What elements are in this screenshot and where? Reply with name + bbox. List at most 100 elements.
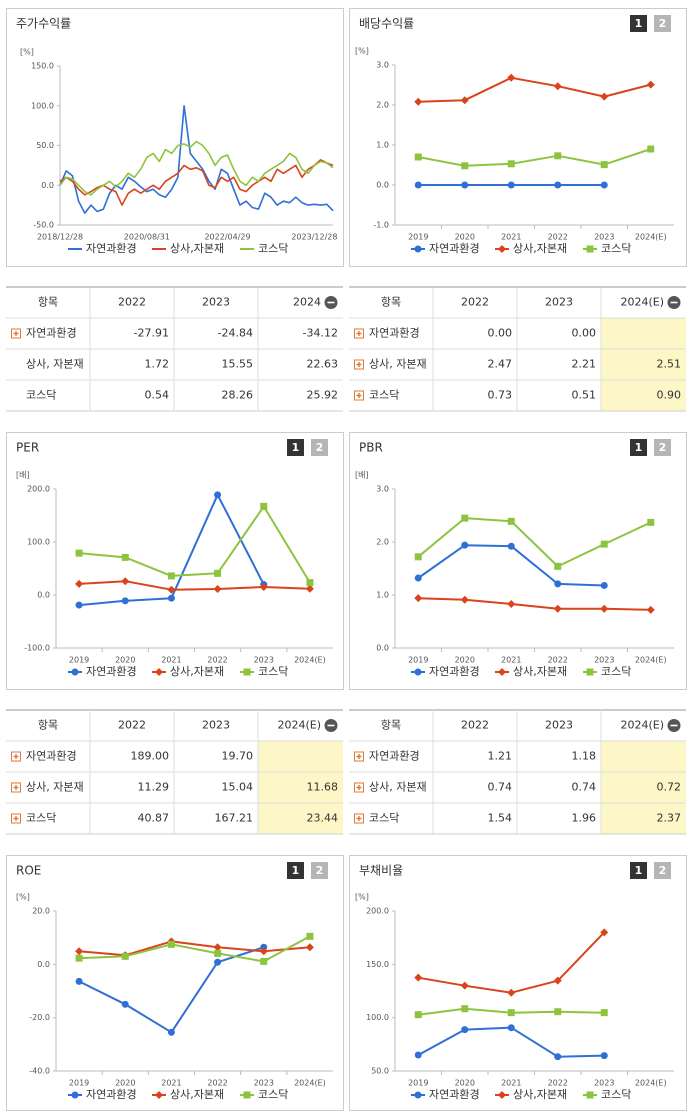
legend-label: 자연과환경 bbox=[86, 665, 137, 678]
data-point bbox=[600, 161, 608, 169]
value-cell: 0.74 bbox=[572, 781, 597, 794]
tab-button[interactable] bbox=[654, 15, 671, 32]
tab-button-label[interactable]: 1 bbox=[635, 864, 643, 877]
value-cell: 2.21 bbox=[572, 358, 597, 371]
tab-button-label[interactable]: 2 bbox=[659, 441, 667, 454]
data-point bbox=[260, 502, 268, 510]
expand-icon-plus[interactable] bbox=[13, 816, 19, 821]
data-point bbox=[414, 973, 423, 982]
x-tick-label: 2019 bbox=[69, 656, 89, 665]
data-point bbox=[167, 940, 175, 948]
value-cell: 23.44 bbox=[307, 812, 339, 825]
y-tick-label: 3.0 bbox=[376, 61, 389, 70]
tab-button[interactable] bbox=[630, 15, 647, 32]
tab-button[interactable] bbox=[287, 862, 304, 879]
data-point bbox=[259, 583, 268, 592]
unit-label: [%] bbox=[355, 893, 369, 902]
data-point bbox=[461, 162, 469, 170]
x-tick-label: 2023 bbox=[594, 1079, 614, 1088]
x-tick-label: 2023 bbox=[594, 656, 614, 665]
tab-button-label[interactable]: 1 bbox=[635, 441, 643, 454]
legend-label: 자연과환경 bbox=[86, 1088, 137, 1101]
value-cell: 189.00 bbox=[131, 750, 170, 763]
legend-marker bbox=[498, 668, 506, 676]
header-cell: 항목 bbox=[381, 296, 401, 309]
expand-icon-plus[interactable] bbox=[356, 362, 362, 367]
unit-label: [배] bbox=[355, 471, 369, 480]
series-line bbox=[79, 935, 311, 963]
header-cell: 2022 bbox=[118, 296, 146, 309]
header-cell: 2022 bbox=[461, 719, 489, 732]
expand-icon-plus[interactable] bbox=[13, 785, 19, 790]
value-cell: 22.63 bbox=[307, 358, 339, 371]
series-line bbox=[79, 940, 310, 957]
tab-button-label[interactable]: 1 bbox=[635, 17, 643, 30]
data-point bbox=[647, 145, 655, 153]
x-tick-label: 2024(E) bbox=[635, 1079, 667, 1088]
x-tick-label: 2020/08/31 bbox=[124, 233, 170, 242]
data-point bbox=[554, 181, 562, 189]
expand-icon-plus[interactable] bbox=[356, 331, 362, 336]
tab-button[interactable] bbox=[311, 862, 328, 879]
expand-icon-plus[interactable] bbox=[13, 331, 19, 336]
value-cell: 2.51 bbox=[657, 358, 682, 371]
data-point bbox=[121, 1000, 129, 1008]
x-tick-label: 2021 bbox=[501, 1079, 521, 1088]
expand-icon-plus[interactable] bbox=[356, 785, 362, 790]
x-tick-label: 2019 bbox=[408, 1079, 428, 1088]
data-point bbox=[121, 553, 129, 561]
row-label: 코스닥 bbox=[26, 812, 56, 825]
y-tick-label: 150.0 bbox=[31, 62, 54, 71]
header-cell: 2022 bbox=[461, 296, 489, 309]
data-point bbox=[75, 579, 84, 588]
expand-icon-plus[interactable] bbox=[356, 393, 362, 398]
panel-title: 주가수익률 bbox=[16, 17, 71, 31]
row-label: 코스닥 bbox=[369, 389, 399, 402]
data-point bbox=[553, 976, 562, 985]
data-point bbox=[600, 1009, 608, 1017]
series-line bbox=[59, 140, 334, 196]
tab-button[interactable] bbox=[654, 439, 671, 456]
tab-button[interactable] bbox=[630, 862, 647, 879]
tab-button-label[interactable]: 2 bbox=[659, 864, 667, 877]
legend-label: 상사,자본재 bbox=[513, 242, 567, 255]
tab-button-label[interactable]: 2 bbox=[659, 17, 667, 30]
value-cell: 0.72 bbox=[657, 781, 682, 794]
tab-button[interactable] bbox=[630, 439, 647, 456]
data-point bbox=[460, 96, 469, 105]
legend-label: 자연과환경 bbox=[86, 242, 137, 255]
panel bbox=[6, 8, 344, 267]
header-cell: 2022 bbox=[118, 719, 146, 732]
data-point bbox=[121, 577, 130, 586]
data-point bbox=[121, 597, 129, 605]
header-cell: 항목 bbox=[38, 719, 58, 732]
expand-icon-plus[interactable] bbox=[13, 754, 19, 759]
y-tick-label: 3.0 bbox=[376, 485, 389, 494]
tab-button-label[interactable]: 1 bbox=[292, 441, 300, 454]
tab-button[interactable] bbox=[654, 862, 671, 879]
data-point bbox=[167, 1028, 175, 1036]
expand-icon-plus[interactable] bbox=[356, 816, 362, 821]
header-cell: 2024(E) bbox=[277, 719, 321, 732]
tab-button-label[interactable]: 1 bbox=[292, 864, 300, 877]
legend-label: 코스닥 bbox=[601, 1088, 631, 1101]
expand-icon-plus[interactable] bbox=[356, 754, 362, 759]
y-tick-label: -100.0 bbox=[24, 644, 50, 653]
data-point bbox=[75, 947, 84, 956]
data-point bbox=[305, 584, 314, 593]
panel bbox=[6, 855, 344, 1111]
series-line bbox=[79, 580, 310, 591]
x-tick-label: 2019 bbox=[69, 1079, 89, 1088]
value-cell: 15.04 bbox=[222, 781, 254, 794]
x-tick-label: 2023 bbox=[594, 233, 614, 242]
tab-button[interactable] bbox=[311, 439, 328, 456]
tab-button-label[interactable]: 2 bbox=[316, 864, 324, 877]
value-cell: 0.00 bbox=[572, 327, 597, 340]
x-tick-label: 2024(E) bbox=[294, 1079, 326, 1088]
tab-button-label[interactable]: 2 bbox=[316, 441, 324, 454]
tab-button[interactable] bbox=[287, 439, 304, 456]
header-cell: 2024(E) bbox=[620, 719, 664, 732]
y-tick-label: -50.0 bbox=[33, 221, 54, 230]
data-point bbox=[260, 957, 268, 965]
x-tick-label: 2022 bbox=[548, 656, 568, 665]
